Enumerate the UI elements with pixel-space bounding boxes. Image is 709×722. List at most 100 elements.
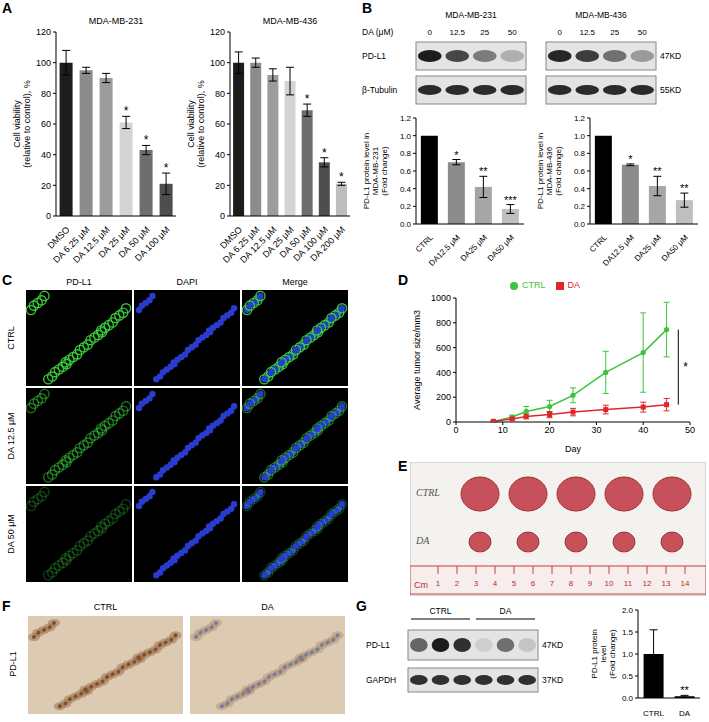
svg-text:25: 25 bbox=[610, 28, 619, 37]
svg-text:Average tumor size/mm3: Average tumor size/mm3 bbox=[412, 310, 422, 410]
svg-text:100: 100 bbox=[36, 58, 51, 68]
svg-text:*: * bbox=[683, 360, 688, 374]
svg-text:0: 0 bbox=[428, 28, 433, 37]
svg-text:1.2: 1.2 bbox=[400, 114, 412, 123]
svg-text:MDA-MB-436: MDA-MB-436 bbox=[575, 10, 627, 20]
svg-text:10: 10 bbox=[498, 425, 508, 435]
svg-text:0.0: 0.0 bbox=[574, 220, 586, 229]
svg-text:**: ** bbox=[680, 182, 689, 194]
svg-text:1.0: 1.0 bbox=[400, 132, 412, 141]
svg-text:80: 80 bbox=[41, 89, 51, 99]
svg-text:9: 9 bbox=[588, 579, 593, 588]
svg-text:PD-L1 proteinlevel(Fold change: PD-L1 proteinlevel(Fold change) bbox=[590, 629, 617, 679]
svg-text:PD-L1 protein level inMDA-MB-2: PD-L1 protein level inMDA-MB-231(Fold ch… bbox=[362, 133, 389, 209]
svg-text:CTRL: CTRL bbox=[414, 233, 436, 255]
svg-text:20: 20 bbox=[41, 181, 51, 191]
svg-text:0: 0 bbox=[220, 211, 225, 221]
svg-text:*: * bbox=[124, 104, 129, 118]
svg-text:12.5: 12.5 bbox=[579, 28, 595, 37]
svg-text:0: 0 bbox=[46, 211, 51, 221]
svg-text:0: 0 bbox=[446, 417, 451, 427]
svg-text:60: 60 bbox=[41, 119, 51, 129]
svg-text:25: 25 bbox=[480, 28, 489, 37]
svg-text:50: 50 bbox=[508, 28, 517, 37]
svg-text:PD-L1 protein level inMDA-MB-4: PD-L1 protein level inMDA-MB-436(Fold ch… bbox=[536, 133, 563, 209]
svg-text:0.2: 0.2 bbox=[400, 202, 412, 211]
svg-text:0: 0 bbox=[453, 425, 458, 435]
svg-text:**: ** bbox=[653, 165, 662, 177]
svg-text:PD-L1: PD-L1 bbox=[362, 51, 386, 61]
svg-text:400: 400 bbox=[436, 368, 451, 378]
svg-text:0.6: 0.6 bbox=[400, 167, 412, 176]
svg-text:DA25 μM: DA25 μM bbox=[633, 233, 663, 263]
svg-text:1000: 1000 bbox=[431, 293, 451, 303]
svg-text:β-Tubulin: β-Tubulin bbox=[362, 85, 398, 95]
svg-text:CTRL: CTRL bbox=[588, 233, 610, 255]
svg-text:40: 40 bbox=[638, 425, 648, 435]
svg-text:0.2: 0.2 bbox=[574, 202, 586, 211]
svg-text:*: * bbox=[339, 170, 344, 184]
svg-text:0.4: 0.4 bbox=[400, 185, 412, 194]
svg-text:50: 50 bbox=[685, 425, 695, 435]
svg-text:2.0: 2.0 bbox=[622, 606, 634, 615]
svg-text:DA12.5 μM: DA12.5 μM bbox=[427, 233, 462, 268]
svg-text:*: * bbox=[454, 149, 459, 161]
svg-text:**: ** bbox=[479, 165, 488, 177]
svg-text:30: 30 bbox=[591, 425, 601, 435]
svg-text:CTRL: CTRL bbox=[94, 602, 118, 612]
svg-text:6: 6 bbox=[531, 579, 536, 588]
svg-text:0.6: 0.6 bbox=[574, 167, 586, 176]
svg-text:0.4: 0.4 bbox=[574, 185, 586, 194]
svg-text:40: 40 bbox=[215, 150, 225, 160]
svg-text:37KD: 37KD bbox=[542, 675, 563, 685]
svg-text:20: 20 bbox=[215, 181, 225, 191]
svg-text:DA 100 μM: DA 100 μM bbox=[133, 225, 172, 264]
svg-text:55KD: 55KD bbox=[660, 85, 681, 95]
svg-text:60: 60 bbox=[215, 119, 225, 129]
svg-text:11: 11 bbox=[624, 579, 633, 588]
svg-text:DA: DA bbox=[415, 535, 430, 546]
svg-text:DAPI: DAPI bbox=[176, 277, 197, 287]
svg-text:DA 200 μM: DA 200 μM bbox=[308, 225, 347, 264]
svg-text:**: ** bbox=[680, 684, 689, 696]
svg-text:3: 3 bbox=[474, 579, 479, 588]
svg-text:MDA-MB-231: MDA-MB-231 bbox=[445, 10, 497, 20]
svg-text:100: 100 bbox=[210, 58, 225, 68]
svg-text:CTRL: CTRL bbox=[643, 709, 664, 718]
svg-text:14: 14 bbox=[681, 579, 690, 588]
svg-text:CTRL: CTRL bbox=[6, 326, 16, 350]
svg-text:0.0: 0.0 bbox=[622, 694, 634, 703]
svg-text:Cm: Cm bbox=[414, 580, 428, 590]
svg-text:0: 0 bbox=[558, 28, 563, 37]
svg-text:1: 1 bbox=[436, 579, 441, 588]
svg-text:0.8: 0.8 bbox=[400, 149, 412, 158]
svg-text:47KD: 47KD bbox=[660, 51, 681, 61]
svg-text:200: 200 bbox=[436, 392, 451, 402]
svg-text:0.5: 0.5 bbox=[622, 672, 634, 681]
svg-text:Merge: Merge bbox=[282, 277, 308, 287]
svg-text:120: 120 bbox=[36, 27, 51, 37]
svg-text:47KD: 47KD bbox=[542, 640, 563, 650]
svg-text:10: 10 bbox=[605, 579, 614, 588]
svg-text:DA 12.5 μM: DA 12.5 μM bbox=[6, 412, 16, 459]
svg-text:12.5: 12.5 bbox=[449, 28, 465, 37]
svg-text:*: * bbox=[322, 146, 327, 160]
svg-text:0.8: 0.8 bbox=[574, 149, 586, 158]
svg-text:120: 120 bbox=[210, 27, 225, 37]
svg-text:1.0: 1.0 bbox=[622, 650, 634, 659]
svg-text:DA: DA bbox=[261, 602, 274, 612]
svg-text:*: * bbox=[144, 133, 149, 147]
svg-text:DA: DA bbox=[679, 709, 691, 718]
svg-text:7: 7 bbox=[550, 579, 555, 588]
svg-text:Cell viability(relative to con: Cell viability(relative to control), % bbox=[12, 80, 32, 168]
svg-text:DA12.5 μM: DA12.5 μM bbox=[601, 233, 636, 268]
svg-text:DA (μM): DA (μM) bbox=[362, 27, 394, 37]
svg-text:DA 50 μM: DA 50 μM bbox=[6, 514, 16, 554]
svg-text:DA: DA bbox=[500, 606, 512, 616]
svg-text:20: 20 bbox=[545, 425, 555, 435]
svg-text:Day: Day bbox=[565, 444, 582, 454]
svg-text:DA50 μM: DA50 μM bbox=[486, 233, 516, 263]
svg-text:PD-L1: PD-L1 bbox=[66, 277, 92, 287]
svg-text:5: 5 bbox=[512, 579, 517, 588]
svg-text:*: * bbox=[164, 161, 169, 175]
